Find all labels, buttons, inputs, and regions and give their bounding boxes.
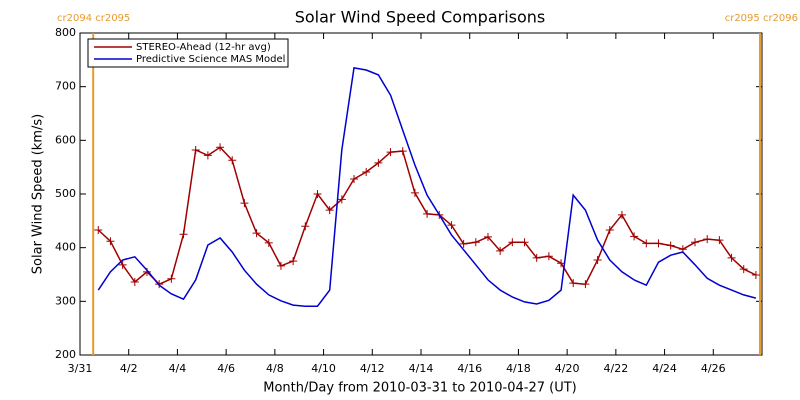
data-point: [289, 257, 298, 266]
data-point: [654, 239, 663, 248]
data-point: [532, 253, 541, 262]
data-point: [557, 259, 566, 268]
data-point: [496, 246, 505, 255]
data-point: [179, 230, 188, 239]
legend-label: STEREO-Ahead (12-hr avg): [136, 42, 271, 53]
x-axis-label: Month/Day from 2010-03-31 to 2010-04-27 …: [263, 381, 576, 396]
data-point: [520, 238, 529, 247]
data-point: [362, 167, 371, 176]
data-point: [605, 225, 614, 234]
data-point: [313, 190, 322, 198]
data-point: [508, 238, 517, 247]
x-tick-label: 4/8: [266, 362, 284, 375]
data-point: [666, 241, 675, 250]
data-point: [386, 148, 395, 157]
data-point: [264, 238, 273, 247]
data-point: [630, 232, 639, 241]
data-point: [447, 221, 456, 230]
data-point: [569, 279, 578, 288]
data-point: [703, 235, 712, 244]
chart-title: Solar Wind Speed Comparisons: [295, 8, 546, 27]
series-line: [97, 67, 757, 307]
x-tick-label: 4/18: [506, 362, 531, 375]
y-tick-label: 500: [55, 187, 76, 200]
data-point: [483, 232, 492, 241]
data-point: [301, 222, 310, 231]
data-point: [691, 238, 700, 247]
data-point: [423, 209, 432, 218]
data-point: [203, 151, 212, 160]
data-point: [459, 239, 468, 248]
y-tick-label: 300: [55, 294, 76, 307]
data-point: [240, 199, 249, 208]
y-tick-label: 800: [55, 26, 76, 39]
x-tick-label: 4/6: [217, 362, 235, 375]
data-point: [252, 229, 261, 238]
data-point: [118, 260, 127, 269]
y-tick-label: 700: [55, 80, 76, 93]
annotation-label: cr2094 cr2095: [57, 13, 130, 24]
data-point: [325, 206, 334, 215]
y-axis-label: Solar Wind Speed (km/s): [31, 114, 46, 274]
data-point: [727, 253, 736, 262]
x-tick-label: 4/20: [555, 362, 580, 375]
x-tick-label: 4/22: [604, 362, 629, 375]
data-point: [410, 188, 419, 197]
data-point: [544, 252, 553, 261]
data-point: [398, 147, 407, 156]
y-tick-label: 400: [55, 241, 76, 254]
data-point: [374, 158, 383, 167]
data-point: [751, 271, 760, 280]
x-tick-label: 4/24: [652, 362, 677, 375]
data-point: [593, 256, 602, 265]
data-point: [350, 174, 359, 183]
annotation-label: cr2095 cr2096: [725, 13, 798, 24]
x-tick-label: 4/10: [311, 362, 336, 375]
data-point: [228, 156, 237, 165]
data-point: [617, 210, 626, 219]
data-point: [191, 145, 200, 154]
data-point: [167, 274, 176, 283]
data-point: [642, 239, 651, 248]
data-point: [130, 278, 139, 287]
y-tick-label: 200: [55, 348, 76, 361]
data-point: [276, 261, 285, 270]
data-point: [715, 236, 724, 245]
x-tick-label: 3/31: [68, 362, 93, 375]
y-tick-label: 600: [55, 133, 76, 146]
x-tick-label: 4/12: [360, 362, 385, 375]
x-tick-label: 4/14: [409, 362, 434, 375]
data-point: [471, 238, 480, 247]
x-tick-label: 4/26: [701, 362, 726, 375]
data-point: [216, 143, 225, 152]
data-point: [106, 237, 115, 246]
data-point: [94, 225, 103, 234]
data-point: [739, 265, 748, 274]
x-tick-label: 4/2: [120, 362, 138, 375]
legend-label: Predictive Science MAS Model: [136, 54, 285, 65]
x-tick-label: 4/16: [457, 362, 482, 375]
legend-box: [87, 38, 289, 68]
x-tick-label: 4/4: [169, 362, 187, 375]
data-point: [337, 195, 346, 204]
data-point: [581, 280, 590, 289]
